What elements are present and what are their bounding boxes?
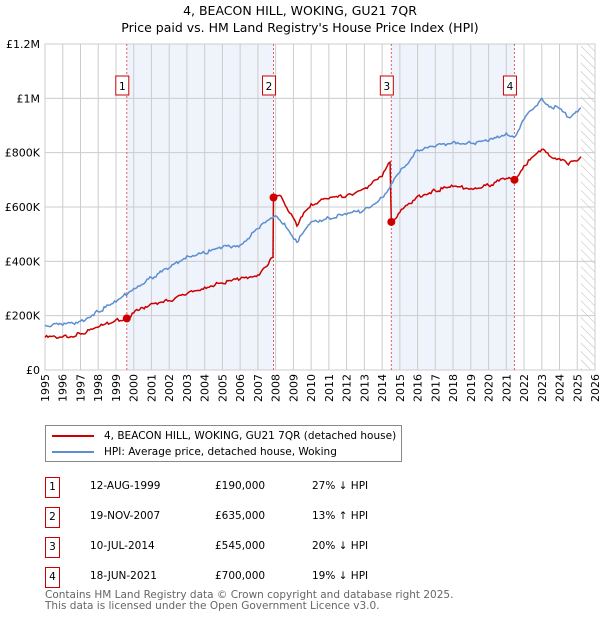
sale-hpi-diff: 19% ↓ HPI [312, 570, 369, 582]
sale-price: £545,000 [215, 540, 266, 552]
x-tick-label: 1998 [92, 374, 105, 402]
price-chart: 1995 1996 1997 1998 1999 2000 2001 2002 2003 2004… [5, 38, 600, 402]
x-tick-label: 2018 [447, 374, 460, 402]
legend-label: 4, BEACON HILL, WOKING, GU21 7QR (detach… [104, 430, 397, 442]
x-tick-label: 2009 [287, 374, 300, 402]
plot-border [44, 43, 596, 371]
sale-hpi-diff: 27% ↓ HPI [312, 480, 369, 492]
sale-price: £635,000 [215, 510, 266, 522]
x-tick-label: 2023 [536, 374, 549, 402]
y-tick-label: £1M [17, 92, 41, 105]
sale-price: £190,000 [215, 480, 266, 492]
y-tick-label: £1.2M [6, 38, 40, 51]
hpi-line [44, 96, 582, 328]
sale-row: 3 10-JUL-2014 £545,000 20% ↓ HPI [45, 537, 445, 558]
sale-date: 18-JUN-2021 [90, 570, 157, 582]
x-tick-label: 2025 [571, 374, 584, 402]
footer-line: This data is licensed under the Open Gov… [45, 600, 380, 612]
sale-point [510, 175, 519, 184]
x-tick-label: 2001 [145, 374, 158, 402]
sale-label-box [262, 75, 277, 96]
footer-line: Contains HM Land Registry data © Crown c… [45, 589, 454, 601]
footer: Contains HM Land Registry data © Crown c… [45, 590, 453, 612]
sale-label: 4 [507, 81, 514, 93]
y-tick-label: £400K [5, 255, 41, 268]
x-tick-label: 2019 [465, 374, 478, 402]
sale-hpi-diff: 20% ↓ HPI [312, 540, 369, 552]
sale-point [387, 217, 396, 226]
x-tick-label: 2017 [429, 374, 442, 402]
sale-number-badge: 4 [45, 567, 60, 588]
sale-date: 10-JUL-2014 [90, 540, 155, 552]
x-tick-label: 1995 [39, 374, 52, 402]
y-tick-label: £600K [5, 201, 41, 214]
x-tick-label: 2007 [252, 374, 265, 402]
x-tick-label: 1999 [110, 374, 123, 402]
x-tick-label: 2024 [554, 374, 567, 402]
sale-label-box [115, 75, 130, 96]
legend: 4, BEACON HILL, WOKING, GU21 7QR (detach… [45, 425, 402, 462]
sale-row: 1 12-AUG-1999 £190,000 27% ↓ HPI [45, 477, 445, 498]
x-tick-label: 2012 [341, 374, 354, 402]
x-tick-label: 2005 [216, 374, 229, 402]
legend-swatch-property [52, 435, 94, 437]
y-tick-label: £0 [26, 364, 40, 377]
x-tick-label: 2006 [234, 374, 247, 402]
sale-number-badge: 3 [45, 537, 60, 558]
sale-row: 4 18-JUN-2021 £700,000 19% ↓ HPI [45, 567, 445, 588]
chart-subtitle: Price paid vs. HM Land Registry's House … [121, 20, 479, 35]
legend-swatch-hpi [52, 451, 94, 453]
sale-label-box [379, 75, 394, 96]
x-tick-label: 2014 [376, 374, 389, 402]
property-price-line [44, 148, 582, 340]
legend-item-hpi: HPI: Average price, detached house, Woki… [52, 445, 337, 459]
x-tick-label: 2021 [500, 374, 513, 402]
x-tick-label: 2004 [199, 374, 212, 402]
x-tick-label: 2013 [358, 374, 371, 402]
sale-hpi-diff: 13% ↑ HPI [312, 510, 369, 522]
x-tick-label: 2010 [305, 374, 318, 402]
sale-number-badge: 1 [45, 477, 60, 498]
sale-point [122, 314, 131, 323]
y-tick-label: £800K [5, 147, 41, 160]
legend-item-property: 4, BEACON HILL, WOKING, GU21 7QR (detach… [52, 429, 396, 443]
x-tick-label: 2002 [163, 374, 176, 402]
y-tick-label: £200K [5, 310, 41, 323]
sale-row: 2 19-NOV-2007 £635,000 13% ↑ HPI [45, 507, 445, 528]
sale-label: 1 [119, 81, 126, 93]
sale-price: £700,000 [215, 570, 266, 582]
legend-label: HPI: Average price, detached house, Woki… [104, 446, 337, 458]
sale-label: 3 [383, 81, 390, 93]
sale-point [269, 193, 278, 202]
x-tick-label: 2000 [128, 374, 141, 402]
sale-label-box [502, 75, 517, 96]
sale-date: 19-NOV-2007 [90, 510, 161, 522]
x-tick-label: 2003 [181, 374, 194, 402]
sale-number-badge: 2 [45, 507, 60, 528]
x-tick-label: 2022 [518, 374, 531, 402]
x-tick-label: 2026 [589, 374, 600, 402]
sale-date: 12-AUG-1999 [90, 480, 161, 492]
x-tick-label: 2008 [270, 374, 283, 402]
x-tick-label: 1996 [57, 374, 70, 402]
sale-label: 2 [266, 81, 273, 93]
chart-title: 4, BEACON HILL, WOKING, GU21 7QR [183, 3, 417, 18]
x-tick-label: 2016 [412, 374, 425, 402]
x-tick-label: 2020 [483, 374, 496, 402]
x-tick-label: 2011 [323, 374, 336, 402]
x-tick-label: 2015 [394, 374, 407, 402]
x-tick-label: 1997 [74, 374, 87, 402]
